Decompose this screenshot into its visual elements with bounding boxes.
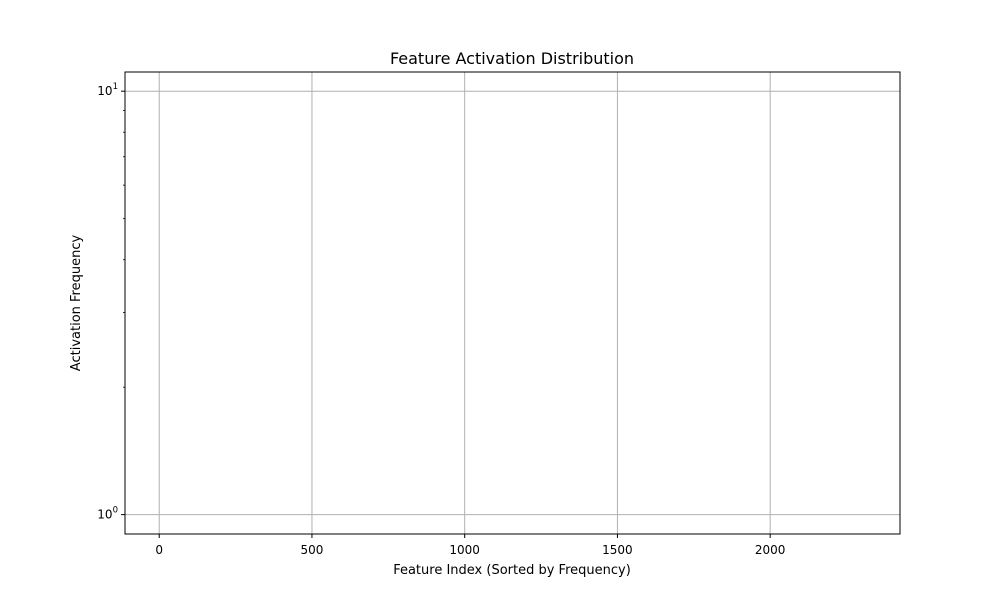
y-tick-label: 100 <box>97 506 118 522</box>
x-axis: 0 500 1000 1500 2000 <box>155 534 785 557</box>
y-axis-label: Activation Frequency <box>69 235 84 372</box>
y-tick-label: 101 <box>97 82 118 98</box>
plot-frame <box>124 71 901 535</box>
grid <box>125 72 900 534</box>
x-tick-label: 1500 <box>602 543 633 557</box>
x-tick-label: 0 <box>155 543 163 557</box>
x-tick-label: 1000 <box>449 543 480 557</box>
chart-title: Feature Activation Distribution <box>390 49 634 68</box>
y-axis: 100 101 <box>97 82 125 522</box>
x-tick-label: 2000 <box>755 543 786 557</box>
x-tick-label: 500 <box>300 543 323 557</box>
x-axis-label: Feature Index (Sorted by Frequency) <box>393 563 631 578</box>
